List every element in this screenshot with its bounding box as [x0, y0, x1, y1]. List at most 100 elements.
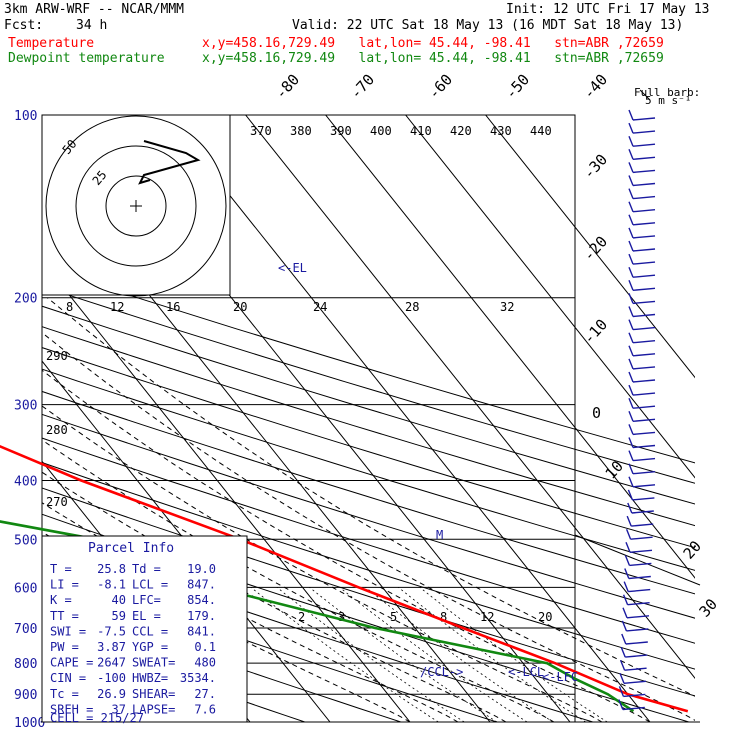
parcel-info-box: Parcel Info T = 25.8 Td = 19.0 LI = -8.1 LCL = 8… — [41, 535, 248, 725]
wind-barb-flag — [622, 607, 628, 619]
parcel-info-cell: 7.6 — [194, 702, 216, 716]
dry-adiabat — [42, 462, 695, 670]
parcel-info-cell: CCL = — [132, 624, 168, 638]
parcel-info-cell: SWEAT= — [132, 656, 175, 670]
dry-adiabat — [42, 598, 401, 722]
wind-barb — [630, 536, 653, 540]
isotherm-label: -30 — [580, 150, 612, 182]
dewpoint-legend: Dewpoint temperature — [8, 51, 165, 66]
wind-barb — [632, 392, 656, 396]
pressure-label: 900 — [14, 688, 37, 703]
wind-barb-flag — [628, 122, 634, 134]
wind-barb-flag — [628, 109, 634, 121]
mixing-ratio-label: 3 — [338, 610, 345, 624]
mixing-ratio-label: 20 — [233, 300, 247, 314]
isotherm-line — [325, 115, 695, 579]
parcel-info-cell: TT = — [50, 609, 79, 623]
frame-extension — [574, 534, 701, 586]
parcel-info-cell: 3.87 — [97, 640, 126, 654]
wind-barb-flag — [628, 240, 634, 252]
isotherm-line — [42, 360, 331, 722]
parcel-info-cell: 37 — [112, 702, 126, 716]
barb-title: Full barb: — [634, 86, 700, 99]
parcel-info-cell: 480 — [194, 656, 216, 670]
wind-barb-flag — [628, 358, 634, 370]
mixing-ratio-label: 32 — [500, 300, 514, 314]
parcel-info-cell: SHEAR= — [132, 687, 175, 701]
parcel-info-cell: LFC= — [132, 593, 161, 607]
temperature-location: x,y=458.16,729.49 lat,lon= 45.44, -98.41… — [202, 36, 664, 51]
wind-barb — [623, 680, 647, 684]
mixing-ratio-label: 12 — [480, 610, 494, 624]
dry-adiabat — [42, 390, 695, 595]
isotherm-label: -80 — [272, 70, 304, 102]
wind-barb-flag — [628, 188, 634, 199]
wind-barb-flag — [619, 659, 626, 671]
wind-barb-flag — [620, 646, 626, 658]
parcel-info-cell: 27. — [194, 687, 216, 701]
hodograph-ring — [45, 115, 227, 297]
wind-barb — [631, 523, 654, 527]
wind-barb — [632, 235, 656, 239]
level-marker: M — [436, 528, 443, 542]
pressure-label: 200 — [14, 292, 37, 307]
pressure-label: 300 — [14, 399, 37, 414]
wind-barb-flag — [628, 227, 634, 239]
parcel-info-cell: 841. — [187, 624, 216, 638]
temperature-profile — [0, 444, 689, 713]
pressure-label: 500 — [14, 533, 37, 548]
dry-adiabat — [42, 368, 695, 571]
wind-barb-flag — [624, 555, 631, 566]
wind-barb-flag — [619, 673, 625, 684]
wind-barb-flag — [628, 135, 634, 147]
dewpoint-location: x,y=458.16,729.49 lat,lon= 45.44, -98.41… — [202, 51, 664, 66]
dewpoint-profile — [0, 520, 635, 713]
theta-label-left: 280 — [46, 423, 68, 437]
hodograph-center — [130, 200, 142, 212]
wind-barb — [632, 130, 656, 134]
isotherm-line — [245, 115, 695, 679]
theta-label: 440 — [530, 124, 552, 138]
mixing-ratio-line — [309, 586, 498, 722]
mixing-ratio-label: 8 — [66, 300, 73, 314]
wind-barb-flag — [628, 266, 634, 278]
isotherm-label: -40 — [580, 70, 612, 102]
theta-label: 430 — [490, 124, 512, 138]
mixing-ratio-label: 16 — [166, 300, 180, 314]
wind-barb-flag — [628, 201, 634, 212]
parcel-info-cell: -100 — [97, 671, 126, 685]
theta-label: 410 — [410, 124, 432, 138]
parcel-info-cell: 59 — [112, 609, 126, 623]
mixing-ratio-label: 12 — [110, 300, 124, 314]
mixing-ratio-line — [419, 586, 608, 722]
parcel-info-cell: SREH = — [50, 702, 93, 716]
level-marker: /CCL-> — [420, 665, 463, 679]
parcel-info-cell: HWBZ= — [132, 671, 168, 685]
wind-barb — [632, 209, 656, 213]
isotherm-label: 0 — [592, 404, 601, 422]
wind-barb — [631, 510, 654, 514]
model-title: 3km ARW-WRF -- NCAR/MMM — [4, 2, 185, 17]
theta-label-left: 290 — [46, 349, 68, 363]
isotherm-line — [165, 115, 651, 722]
mixing-ratio-line — [365, 586, 554, 722]
wind-barb — [626, 615, 650, 619]
isotherm-line — [405, 115, 695, 479]
theta-label: 370 — [250, 124, 272, 138]
wind-barb — [632, 444, 656, 449]
mixing-ratio-line — [276, 586, 465, 722]
wind-barb-flag — [628, 384, 634, 396]
wind-barb-flag — [628, 162, 634, 173]
wind-barb — [632, 274, 656, 278]
plot-frame — [41, 114, 576, 723]
wind-barb — [632, 313, 656, 318]
wind-barb — [632, 248, 656, 252]
parcel-info-cell: Td = — [132, 562, 161, 576]
wind-barb-flag — [628, 411, 634, 422]
parcel-info-cell: 847. — [187, 578, 216, 592]
parcel-info-cell: 2647 — [97, 656, 126, 670]
theta-label: 400 — [370, 124, 392, 138]
forecast-label: Fcst: — [4, 18, 44, 33]
parcel-info-cell: 854. — [187, 593, 216, 607]
forecast-hours: 34 h — [76, 18, 108, 33]
